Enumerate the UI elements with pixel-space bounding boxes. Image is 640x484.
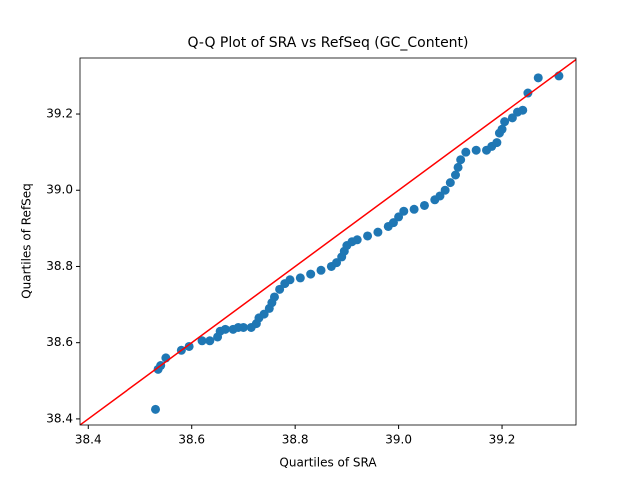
point bbox=[523, 88, 533, 98]
point bbox=[220, 324, 230, 334]
point bbox=[471, 145, 481, 155]
y-tick-label: 38.6 bbox=[46, 335, 73, 349]
point bbox=[316, 265, 326, 275]
point bbox=[456, 155, 466, 165]
chart-title: Q-Q Plot of SRA vs RefSeq (GC_Content) bbox=[187, 35, 468, 51]
x-tick-label: 38.8 bbox=[282, 433, 309, 447]
point bbox=[363, 231, 373, 241]
x-tick-label: 38.6 bbox=[178, 433, 205, 447]
reference-line bbox=[80, 58, 576, 425]
point bbox=[184, 341, 194, 351]
axes-frame bbox=[79, 57, 577, 426]
point bbox=[533, 73, 543, 83]
point bbox=[295, 273, 305, 283]
point bbox=[238, 322, 248, 332]
point bbox=[497, 124, 507, 134]
point bbox=[275, 284, 285, 294]
point bbox=[373, 227, 383, 237]
point bbox=[352, 235, 362, 245]
x-tick-label: 39.0 bbox=[385, 433, 412, 447]
point bbox=[205, 336, 215, 346]
point bbox=[435, 191, 445, 201]
point bbox=[440, 185, 450, 195]
y-tick-label: 38.4 bbox=[46, 411, 73, 425]
x-tick-label: 38.4 bbox=[75, 433, 102, 447]
point bbox=[518, 105, 528, 115]
point bbox=[399, 206, 409, 216]
point bbox=[306, 269, 316, 279]
point bbox=[419, 200, 429, 210]
y-tick-label: 39.0 bbox=[46, 183, 73, 197]
point bbox=[453, 162, 463, 172]
x-tick-label: 39.2 bbox=[489, 433, 516, 447]
plot-area bbox=[80, 58, 576, 425]
y-axis-label: Quartiles of RefSeq bbox=[20, 183, 34, 299]
point bbox=[151, 404, 161, 414]
point bbox=[500, 117, 510, 127]
y-tick-label: 38.8 bbox=[46, 259, 73, 273]
x-axis-label: Quartiles of SRA bbox=[279, 456, 377, 470]
point bbox=[450, 170, 460, 180]
point bbox=[332, 258, 342, 268]
point bbox=[394, 212, 404, 222]
point bbox=[461, 147, 471, 157]
point bbox=[388, 218, 398, 228]
point bbox=[507, 113, 517, 123]
point bbox=[197, 336, 207, 346]
point bbox=[259, 309, 269, 319]
point bbox=[445, 178, 455, 188]
y-tick-label: 39.2 bbox=[46, 107, 73, 121]
point bbox=[492, 138, 502, 148]
point bbox=[285, 275, 295, 285]
point bbox=[409, 204, 419, 214]
point bbox=[269, 292, 279, 302]
